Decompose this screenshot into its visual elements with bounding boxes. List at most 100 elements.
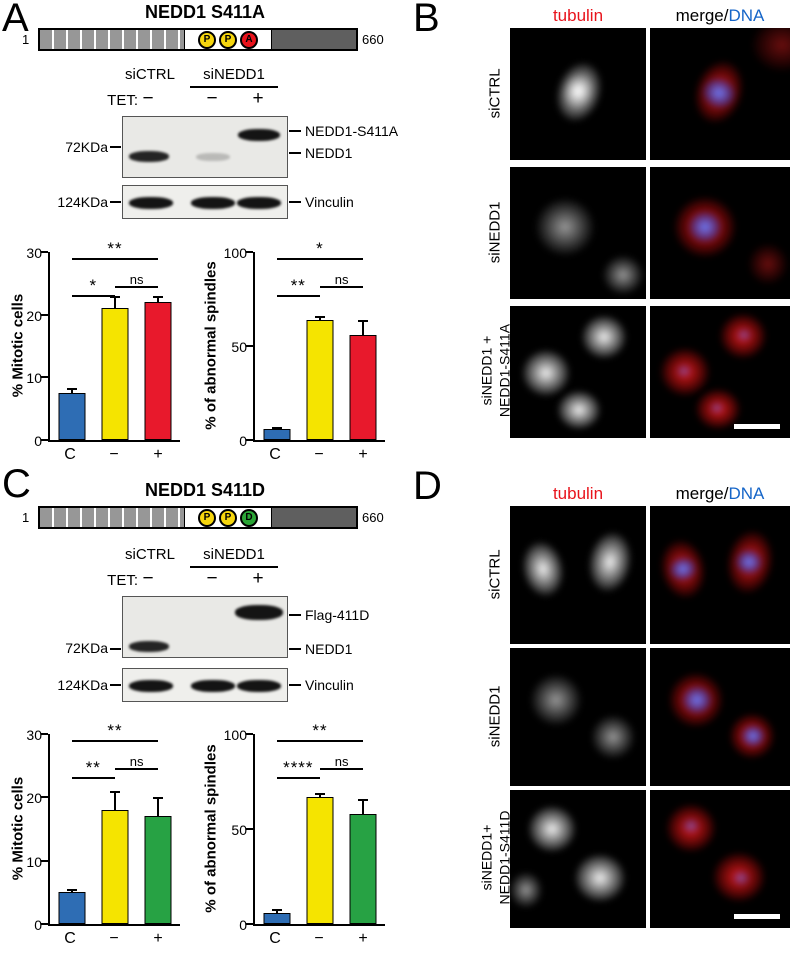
plot-area: 0 50 100 **** ns ** (224, 721, 385, 933)
band-label-vinculin: Vinculin (305, 677, 354, 693)
bar (58, 393, 86, 440)
y-axis-label: % Mitotic cells (9, 776, 27, 881)
micrograph-d-sictrl-merge (650, 506, 790, 644)
y-tick-label: 0 (239, 433, 247, 449)
significance-label: ** (107, 239, 123, 258)
significance-label: ** (85, 758, 101, 777)
significance-bracket: * (71, 276, 115, 297)
tet-label: TET: (107, 572, 138, 589)
merge-dna-column-header: merge/DNA (650, 484, 790, 504)
y-tick-label: 30 (26, 245, 42, 261)
significance-bracket: ** (71, 758, 115, 779)
bar-group (137, 252, 180, 440)
band-label-vinculin: Vinculin (305, 194, 354, 210)
micrograph-d-rescue-merge (650, 790, 790, 928)
y-tick-label: 30 (26, 727, 42, 743)
phospho-site-region: P P D (185, 508, 271, 527)
mw-marker-124: 124KDa (57, 194, 108, 210)
micrograph-d-sinedd1-merge (650, 648, 790, 786)
x-category-label: − (109, 446, 119, 463)
row-label-rescue: siNEDD1+ NEDD1-S411D (479, 783, 514, 933)
scale-bar (734, 424, 780, 429)
schematic-start-aa: 1 (22, 510, 30, 525)
micrograph-b-sictrl-tubulin (510, 28, 646, 160)
micrograph-b-rescue-merge (650, 306, 790, 438)
significance-label: **** (283, 758, 314, 777)
dna-blob (730, 868, 752, 888)
tubulin-header-text: tubulin (552, 484, 604, 503)
mw-tick (110, 684, 121, 686)
micrograph-d-sictrl-tubulin (510, 506, 646, 644)
y-tick-label: 10 (26, 370, 42, 387)
x-axis-labels: C − + (253, 930, 385, 948)
wd40-repeat-region (40, 30, 186, 49)
significance-label: ns (334, 272, 349, 287)
row-label-line: siNEDD1 (486, 201, 504, 264)
blot-band (238, 129, 280, 141)
y-tick-label: 0 (239, 917, 247, 933)
x-category-label: C (269, 930, 281, 947)
tubulin-column-header: tubulin (510, 6, 646, 26)
y-tick-mark (246, 345, 253, 347)
protein-schematic: P P D (38, 506, 358, 529)
blot-band (129, 680, 173, 692)
tet-value: − (142, 88, 154, 109)
mw-marker-72: 72KDa (65, 640, 108, 656)
bar-group (137, 734, 180, 924)
y-tick-label: 0 (34, 433, 42, 449)
mw-marker-124: 124KDa (57, 677, 108, 693)
y-tick-mark (41, 923, 48, 925)
significance-bracket: ns (320, 754, 364, 770)
plot-area: 0 10 20 30 ** ns ** (26, 721, 180, 933)
significance-label: ** (290, 276, 306, 295)
bar-group (255, 252, 298, 440)
bar-group (298, 734, 341, 924)
dna-blob (708, 400, 726, 416)
band-label-tick (289, 648, 301, 650)
y-tick-label: 100 (223, 727, 247, 743)
row-label-sinedd1: siNEDD1 (487, 641, 506, 791)
bar (263, 912, 291, 924)
wd40-repeat-region (40, 508, 186, 527)
cell-blob (712, 306, 774, 366)
x-axis-labels: C − + (253, 446, 385, 464)
bar-group (93, 734, 136, 924)
dna-blob (734, 326, 754, 344)
blot-band (129, 641, 169, 652)
cell-blob (520, 798, 584, 860)
merge-header-text: merge/ (675, 484, 729, 503)
significance-bracket: ** (71, 721, 159, 742)
chart-abnormal-spindles-a: % of abnormal spindles 0 50 100 ** ns * C − + (197, 232, 395, 476)
y-tick-mark (41, 859, 48, 862)
y-axis-label: % Mitotic cells (9, 293, 27, 398)
micrograph-b-sictrl-merge (650, 28, 790, 160)
phospho-site-circle: P (219, 508, 238, 527)
y-tick-mark (246, 439, 253, 441)
western-blot-nedd1 (122, 116, 288, 178)
blot-band (237, 680, 281, 692)
schematic-end-aa: 660 (362, 32, 384, 47)
bar-group (50, 252, 93, 440)
western-blot-nedd1 (122, 596, 288, 658)
dna-blob (684, 207, 726, 247)
protein-schematic: P P A (38, 28, 358, 51)
mw-tick (110, 648, 121, 650)
plot-area: 0 50 100 ** ns * (224, 239, 385, 449)
y-tick-mark (41, 733, 48, 735)
band-label-flag-411d: Flag-411D (305, 607, 370, 623)
y-tick-mark (246, 251, 253, 253)
row-label-line: siCTRL (486, 68, 504, 119)
panel-a-letter: A (2, 0, 29, 40)
blot-band (129, 151, 169, 162)
bar-group (298, 252, 341, 440)
phospho-site-circle: P (198, 508, 217, 527)
x-category-label: + (153, 930, 163, 947)
significance-bracket: ** (276, 276, 320, 297)
y-tick-label: 20 (26, 307, 42, 324)
phospho-site-region: P P A (185, 30, 271, 49)
scale-bar (734, 914, 780, 919)
chart-mitotic-cells-c: % Mitotic cells 0 10 20 30 ** ns ** C − + (2, 712, 195, 962)
bar-group (342, 252, 385, 440)
mw-tick (110, 201, 121, 203)
schematic-start-aa: 1 (22, 32, 30, 47)
